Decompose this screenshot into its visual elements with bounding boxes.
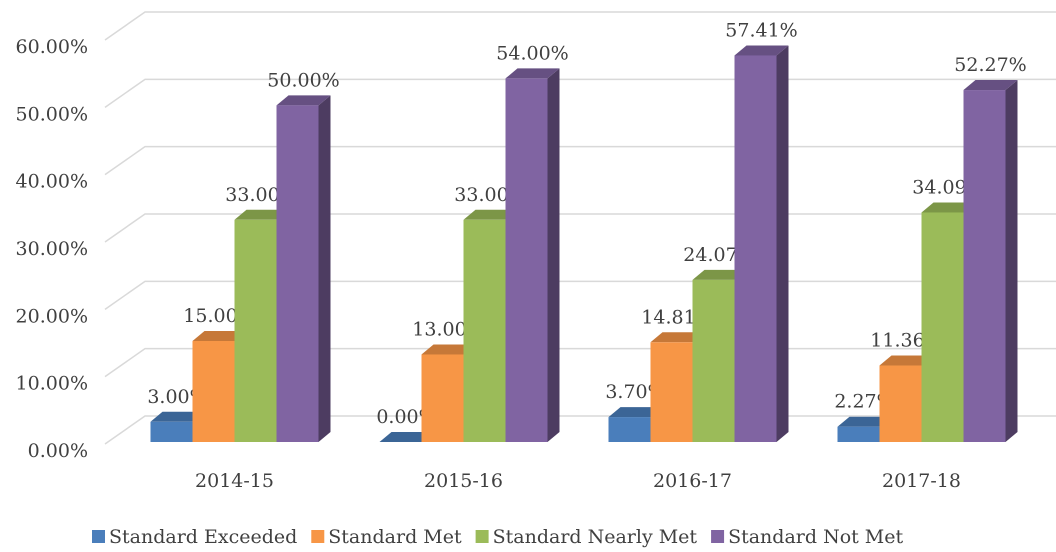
bar-front <box>650 342 693 442</box>
bar-front <box>608 417 651 442</box>
y-tick-label: 30.00% <box>16 238 88 260</box>
bar-front <box>234 219 277 442</box>
bar-front <box>837 426 880 442</box>
legend-swatch <box>711 530 725 543</box>
y-tick-label: 60.00% <box>16 36 88 58</box>
bar-front <box>879 365 922 442</box>
y-tick-label: 50.00% <box>16 103 88 125</box>
x-tick-label: 2016-17 <box>653 470 732 492</box>
bar-top <box>692 269 747 280</box>
legend-swatch <box>92 530 105 543</box>
bar-top <box>734 45 789 56</box>
x-tick-label: 2014-15 <box>195 470 274 492</box>
grid-line <box>104 11 1056 41</box>
legend-label: Standard Not Met <box>728 526 903 548</box>
bar-front <box>421 354 464 442</box>
bar-top <box>921 202 976 213</box>
bar-top <box>276 95 331 106</box>
bar-top <box>379 432 434 442</box>
y-tick-label: 0.00% <box>28 440 88 462</box>
bar-side <box>547 68 560 443</box>
bar-top <box>234 209 289 220</box>
legend-label: Standard Exceeded <box>109 526 297 548</box>
bar-front <box>692 279 735 442</box>
bar-top <box>150 411 205 422</box>
bar-top <box>505 68 560 79</box>
bar-side <box>776 45 789 443</box>
bar-top <box>421 344 476 355</box>
bar-front <box>505 78 548 443</box>
bar-top <box>463 209 518 220</box>
x-tick-label: 2017-18 <box>882 470 961 492</box>
bar-front <box>192 341 235 442</box>
value-label: 52.27% <box>954 54 1026 76</box>
bar <box>505 68 560 443</box>
bar <box>963 80 1018 442</box>
bar-top <box>837 416 892 427</box>
bar-top <box>963 80 1018 91</box>
x-tick-label: 2015-16 <box>424 470 503 492</box>
legend-label: Standard Nearly Met <box>493 526 698 548</box>
legend-swatch <box>311 530 325 543</box>
value-label: 57.41% <box>725 19 797 41</box>
legend-swatch <box>475 530 489 543</box>
bar-top <box>608 407 663 418</box>
y-tick-label: 20.00% <box>16 305 88 327</box>
grid-line <box>104 145 1056 176</box>
y-tick-label: 40.00% <box>16 171 88 193</box>
value-label: 54.00% <box>496 42 568 64</box>
value-label: 50.00% <box>267 69 339 91</box>
bar-front <box>463 219 506 442</box>
bar-front <box>921 212 964 442</box>
y-tick-label: 10.00% <box>16 373 88 395</box>
bar <box>837 416 892 442</box>
bar-front <box>150 421 193 442</box>
bar <box>379 432 434 442</box>
legend-label: Standard Met <box>328 526 462 548</box>
bar-top <box>879 355 934 366</box>
bar-front <box>276 105 319 442</box>
bar-side <box>1005 80 1018 442</box>
bar-side <box>318 95 331 442</box>
bar-front <box>734 55 777 443</box>
bar-top <box>192 331 247 341</box>
bar-front <box>963 90 1006 442</box>
grid-line <box>104 78 1056 108</box>
bar <box>276 95 331 442</box>
bar-top <box>650 332 705 343</box>
bar <box>734 45 789 443</box>
